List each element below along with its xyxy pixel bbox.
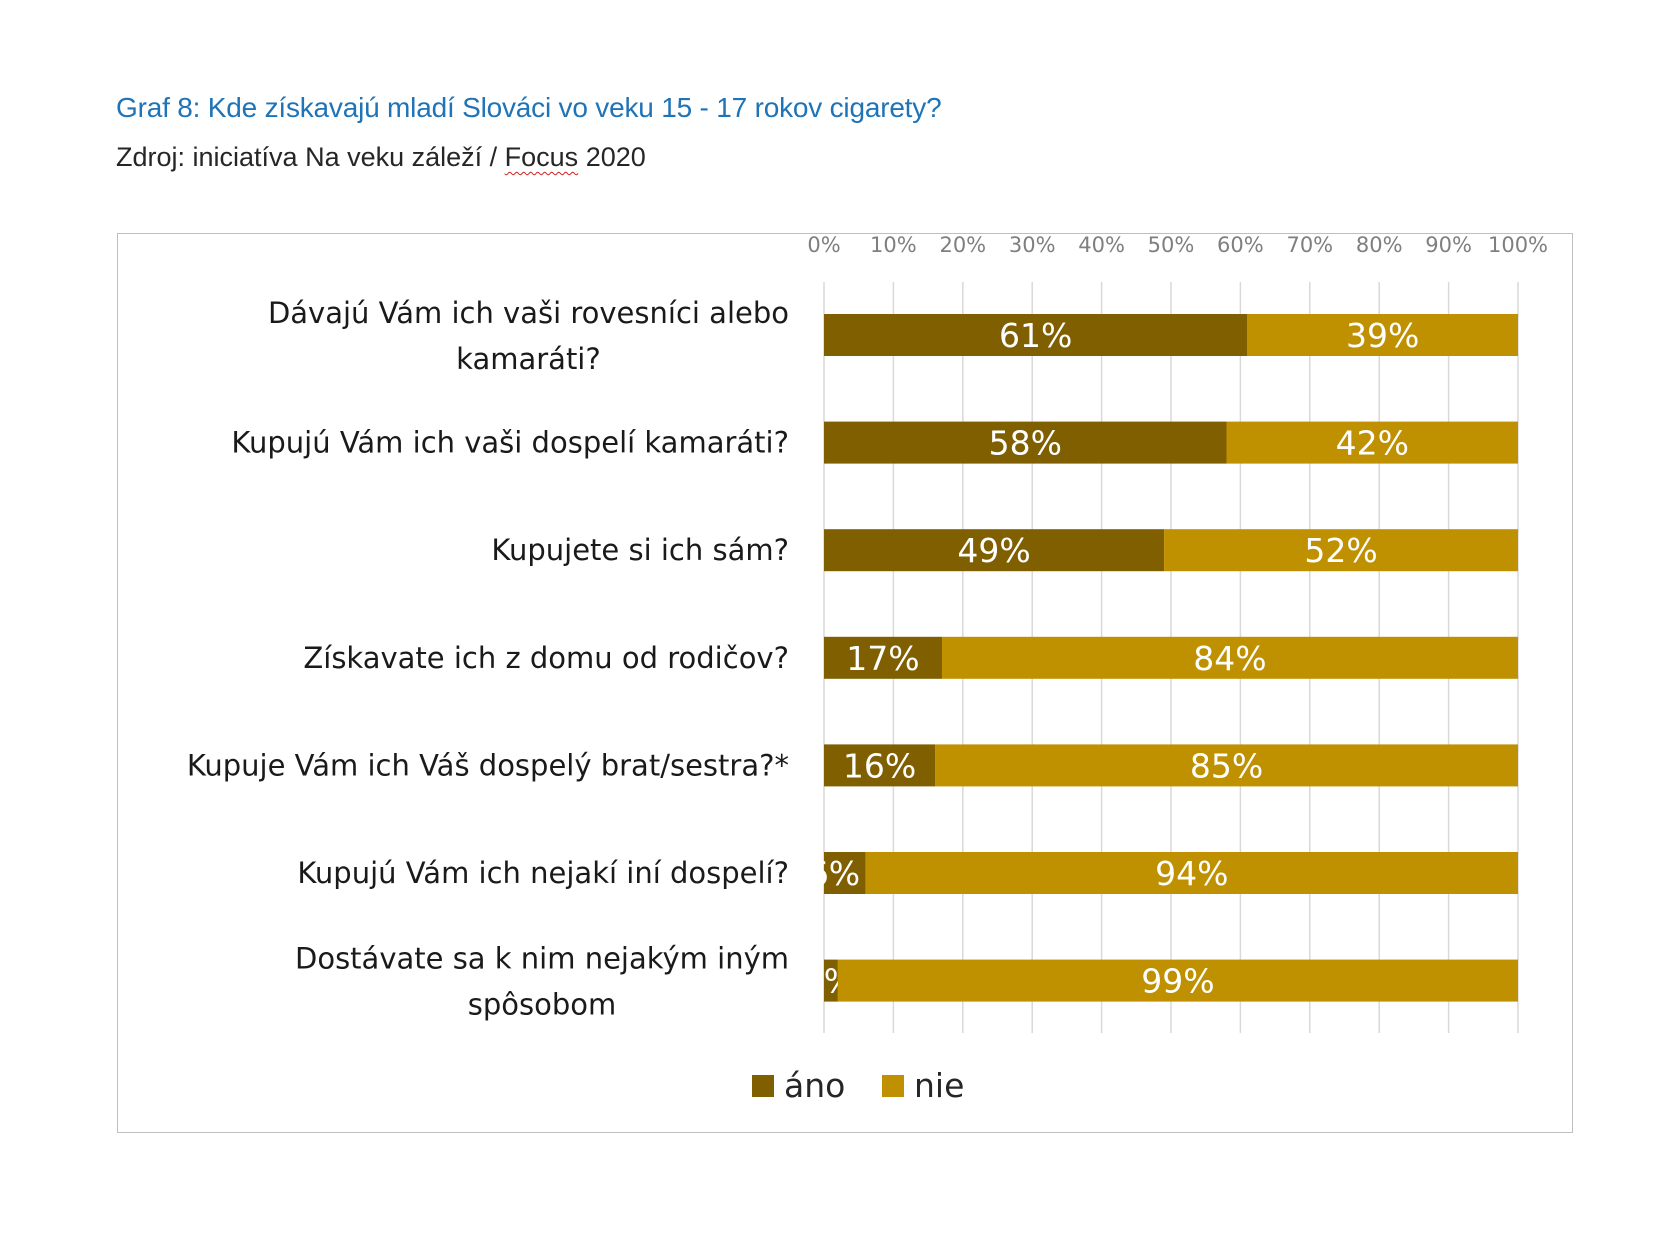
- x-tick-label: 60%: [1217, 233, 1264, 257]
- x-tick-label: 0%: [807, 233, 840, 257]
- data-label-nie: 99%: [1141, 962, 1214, 1001]
- chart-source: Zdroj: iniciatíva Na veku záleží / Focus…: [116, 142, 646, 173]
- category-label-line: Dávajú Vám ich vaši rovesníci alebo: [268, 296, 789, 330]
- category-label: Kupuje Vám ich Váš dospelý brat/sestra?*: [187, 748, 789, 782]
- bar-segment-nie: [1164, 529, 1518, 572]
- x-tick-label: 30%: [1009, 233, 1056, 257]
- category-label: Kupujú Vám ich nejakí iní dospelí?: [297, 856, 789, 890]
- bar-segment-nie: [1247, 314, 1518, 356]
- data-label-nie: 84%: [1193, 639, 1266, 678]
- data-label-nie: 39%: [1346, 316, 1419, 355]
- x-tick-label: 40%: [1078, 233, 1125, 257]
- bar-segment-áno: [824, 314, 1248, 356]
- category-label: Kupujete si ich sám?: [491, 533, 789, 567]
- legend-label-áno: áno: [784, 1066, 845, 1105]
- x-tick-label: 80%: [1356, 233, 1403, 257]
- data-label-nie: 52%: [1304, 531, 1377, 570]
- bar-segment-áno: [824, 959, 838, 1002]
- data-label-nie: 85%: [1190, 746, 1263, 785]
- legend-label-nie: nie: [914, 1066, 964, 1105]
- bar-segment-nie: [837, 959, 1518, 1002]
- data-label-áno: 61%: [999, 316, 1072, 355]
- chart-title: Graf 8: Kde získavajú mladí Slováci vo v…: [116, 92, 942, 123]
- data-label-áno: 17%: [846, 639, 919, 678]
- data-label-nie: 94%: [1155, 854, 1228, 893]
- bar-segment-áno: [824, 852, 866, 894]
- category-label-line: Dostávate sa k nim nejakým iným: [295, 942, 789, 976]
- bar-segment-nie: [865, 852, 1518, 894]
- x-tick-label: 70%: [1286, 233, 1333, 257]
- bar-segment-áno: [824, 421, 1227, 464]
- category-label: Dávajú Vám ich vaši rovesníci alebo kamar…: [268, 296, 789, 376]
- x-tick-label: 100%: [1488, 233, 1548, 257]
- source-focus: Focus: [504, 142, 579, 172]
- category-label: Získavate ich z domu od rodičov?: [303, 641, 789, 675]
- bar-segment-áno: [824, 529, 1165, 572]
- x-tick-label: 50%: [1148, 233, 1195, 257]
- bar-segment-nie: [1226, 421, 1518, 464]
- bar-segment-nie: [941, 636, 1518, 679]
- category-label: Dostávate sa k nim nejakým iným spôsobom: [295, 942, 789, 1022]
- data-label-áno: 6%: [808, 854, 860, 893]
- legend-swatch-nie: [882, 1075, 904, 1097]
- x-tick-label: 20%: [939, 233, 986, 257]
- source-prefix: Zdroj: iniciatíva Na veku záleží /: [116, 142, 505, 172]
- chart-frame: [117, 233, 1573, 1133]
- data-label-áno: 49%: [957, 531, 1030, 570]
- legend-swatch-áno: [752, 1075, 774, 1097]
- x-tick-label: 90%: [1425, 233, 1472, 257]
- bar-segment-áno: [824, 636, 942, 679]
- data-label-nie: 42%: [1336, 424, 1409, 463]
- category-label-line: kamaráti?: [456, 342, 601, 376]
- category-label-line: spôsobom: [468, 988, 617, 1022]
- category-label: Kupujú Vám ich vaši dospelí kamaráti?: [231, 426, 789, 460]
- bar-segment-nie: [935, 744, 1518, 787]
- data-label-áno: 58%: [989, 424, 1062, 463]
- bar-segment-áno: [824, 744, 936, 787]
- x-tick-label: 10%: [870, 233, 917, 257]
- source-suffix: 2020: [578, 142, 646, 172]
- data-label-áno: 16%: [843, 746, 916, 785]
